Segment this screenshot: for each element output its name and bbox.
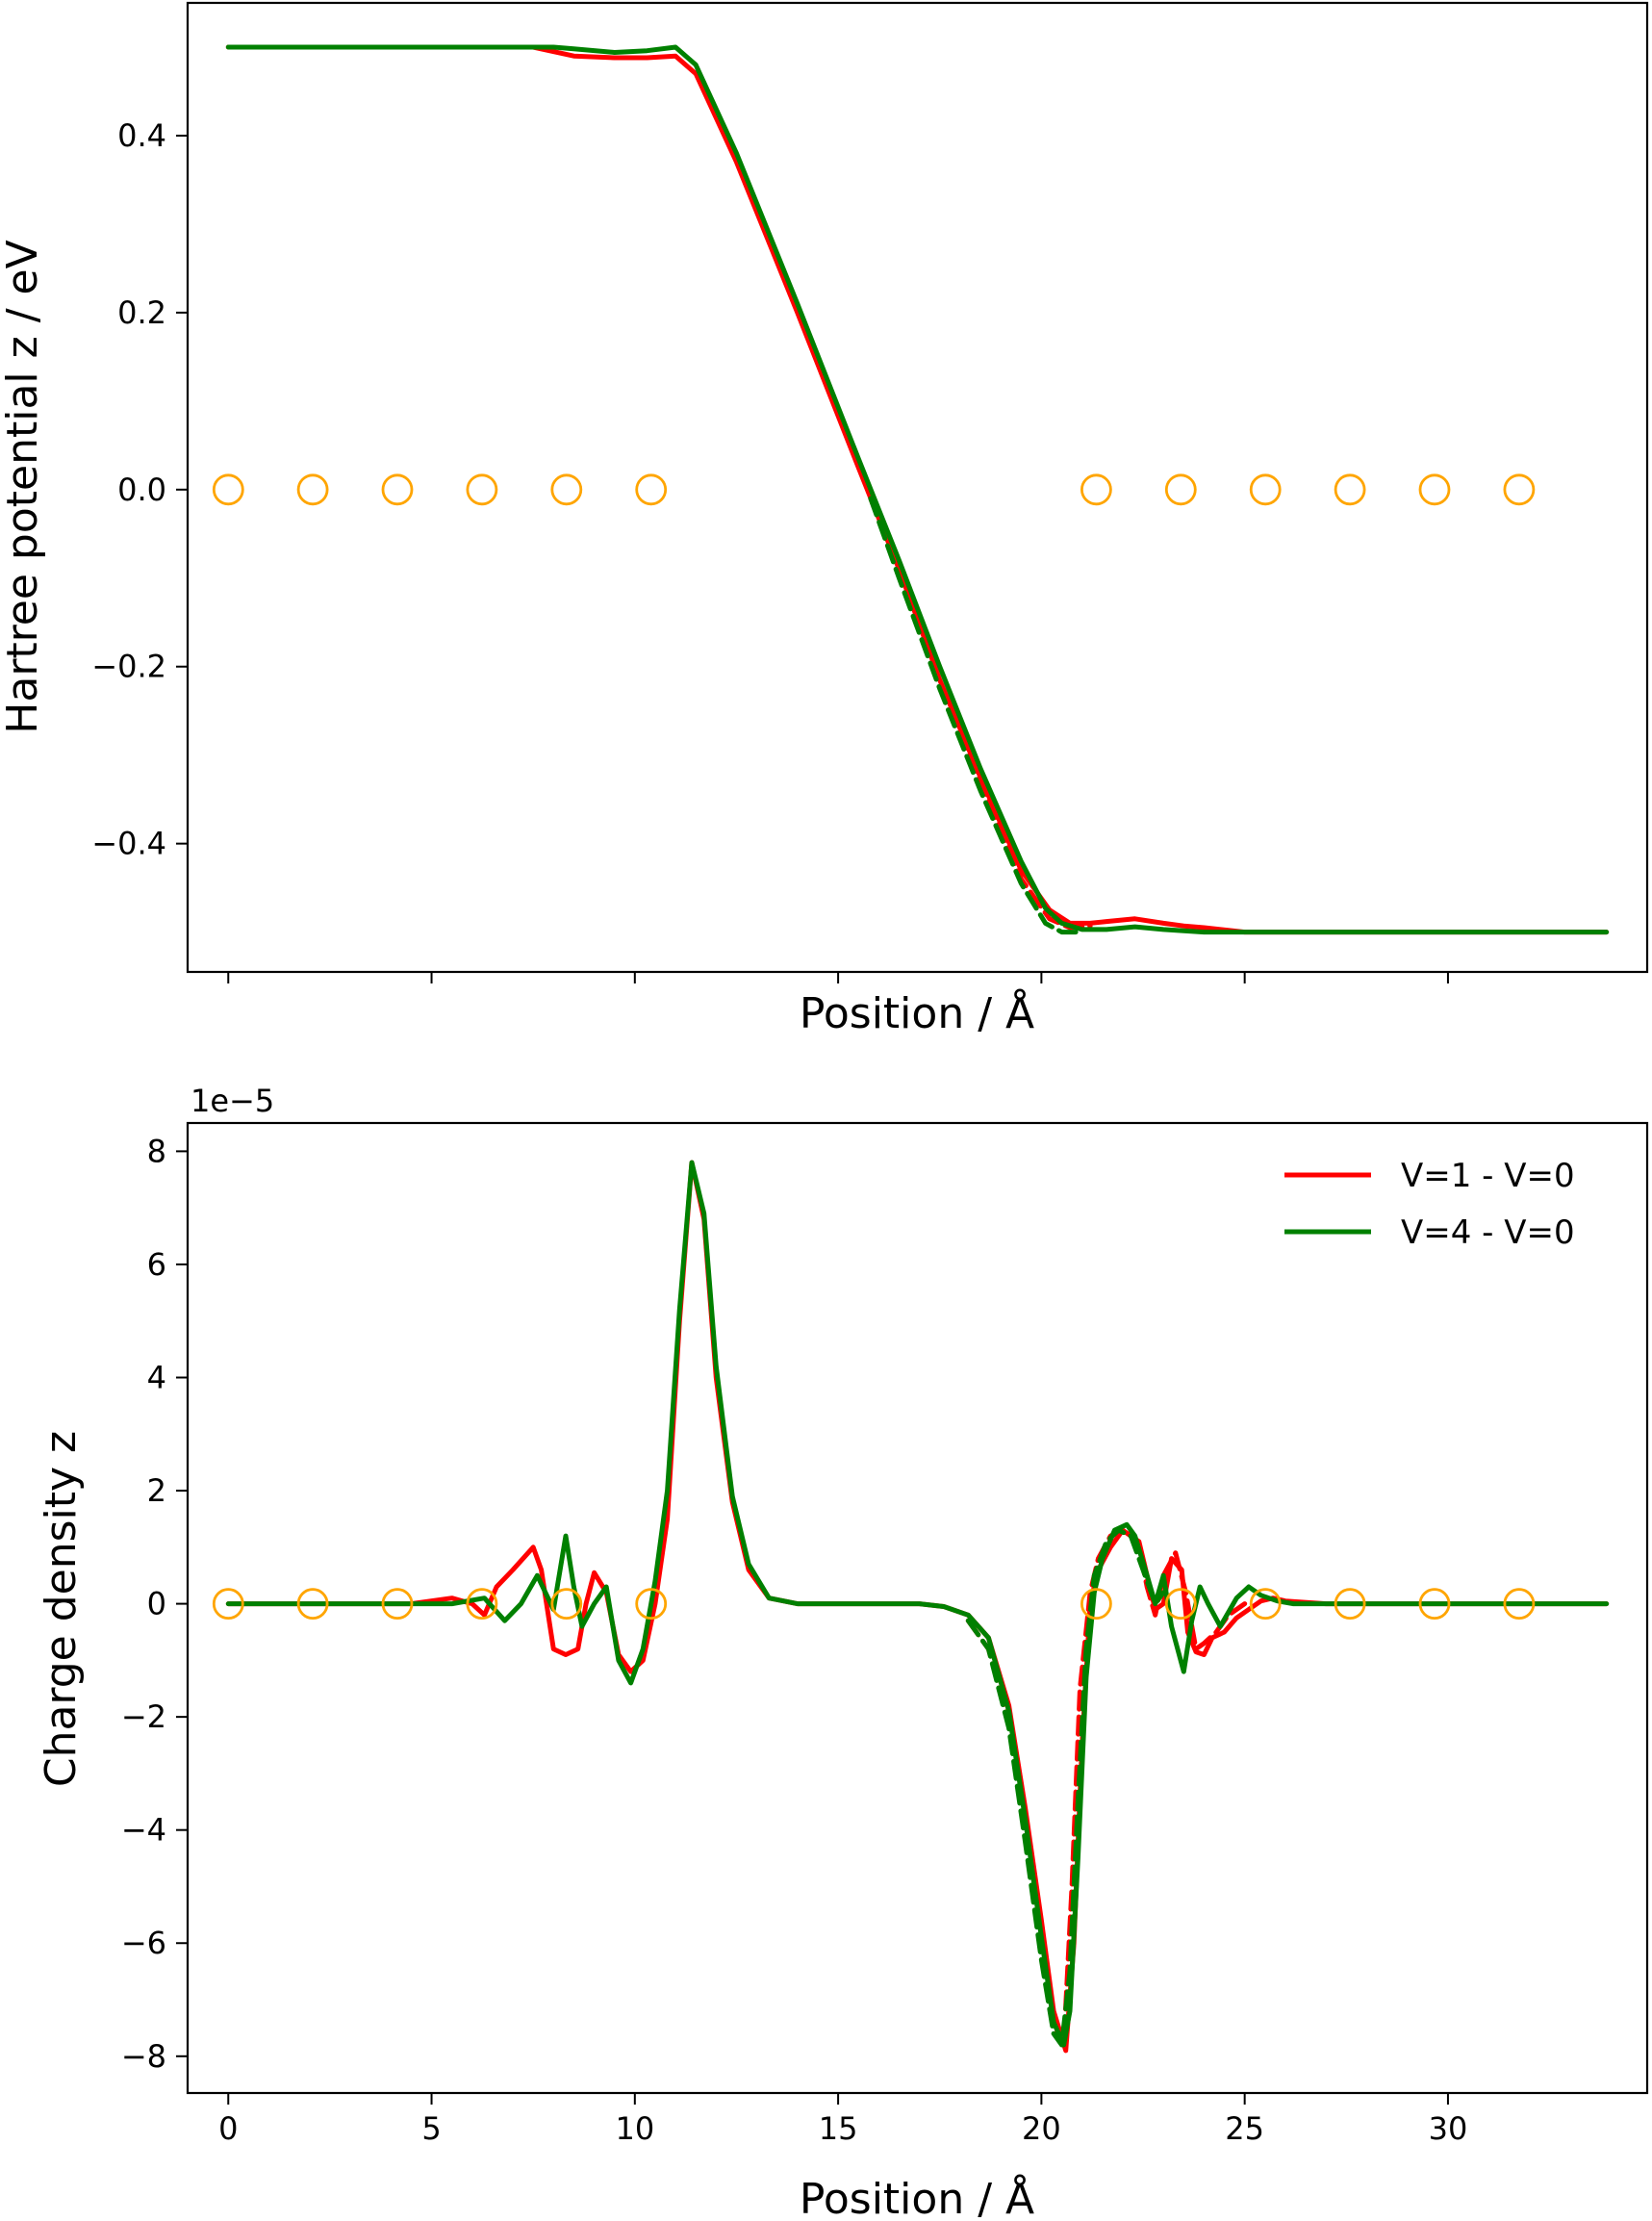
- hartree-potential-panel: −0.4 −0.2 0.0 0.2 0.4 Position / Å Hartree p…: [0, 1, 1649, 1038]
- y-tick-label: 0: [147, 1586, 166, 1622]
- hartree-ticks: −0.4 −0.2 0.0 0.2 0.4: [91, 117, 1449, 983]
- hartree-x-axis-label: Position / Å: [800, 987, 1034, 1038]
- atom-marker: [1080, 1588, 1112, 1620]
- atom-marker: [1418, 1588, 1451, 1620]
- atom-marker: [466, 473, 498, 506]
- charge-density-axes-frame: [186, 1121, 1649, 2095]
- x-tick-label: 30: [1429, 2110, 1468, 2147]
- legend: V=1 - V=0 V=4 - V=0: [1284, 1157, 1575, 1252]
- atom-marker: [1164, 473, 1197, 506]
- series-line-008000-solid: [225, 44, 1610, 935]
- atom-marker: [1418, 473, 1451, 506]
- series-line-ff0000-dashed: [868, 496, 1093, 931]
- y-tick-label: 0.2: [117, 294, 166, 331]
- y-tick-label: −2: [121, 1698, 166, 1735]
- atom-marker: [550, 1588, 583, 1620]
- series-group: [212, 44, 1610, 935]
- hartree-y-axis-label: Hartree potential z / eV: [0, 240, 47, 733]
- atom-marker: [381, 1588, 414, 1620]
- hartree-axes-frame: [186, 1, 1649, 974]
- x-tick-label: 10: [615, 2110, 654, 2147]
- series-group: [212, 1160, 1610, 2054]
- x-tick-label: 25: [1225, 2110, 1264, 2147]
- atom-marker: [1334, 1588, 1366, 1620]
- series-line-ff0000-solid: [225, 44, 1610, 935]
- series-line-008000-dashed: [868, 496, 1085, 935]
- y-tick-label: −8: [121, 2038, 166, 2075]
- atom-marker: [296, 1588, 329, 1620]
- y-tick-label: 0.0: [117, 472, 166, 508]
- atom-marker: [1080, 473, 1112, 506]
- y-tick-label: 4: [147, 1359, 166, 1395]
- x-tick-label: 15: [819, 2110, 858, 2147]
- charge-density-x-axis-label: Position / Å: [800, 2173, 1034, 2221]
- series-line-008000-solid: [225, 1160, 1610, 2048]
- atom-marker: [1503, 1588, 1536, 1620]
- y-tick-label: 6: [147, 1246, 166, 1283]
- atom-marker: [296, 473, 329, 506]
- y-tick-label: −6: [121, 1925, 166, 1961]
- charge-density-panel: 0 5 10 15 20 25 30 −8 −6 −4 −2 0 2 4 6 8 1e−5 Position …: [37, 1083, 1649, 2221]
- series-line-ff0000-dashed: [965, 1527, 1248, 2048]
- atom-marker: [1503, 473, 1536, 506]
- legend-label-v1: V=1 - V=0: [1401, 1157, 1575, 1195]
- atom-marker: [212, 1588, 244, 1620]
- atom-marker: [381, 473, 414, 506]
- y-tick-label: 0.4: [117, 117, 166, 154]
- charge-density-y-axis-label: Charge density z: [37, 1431, 86, 1787]
- y-tick-label: 2: [147, 1472, 166, 1509]
- atom-marker: [1334, 473, 1366, 506]
- atom-marker: [635, 473, 668, 506]
- y-tick-label: −0.4: [91, 826, 166, 862]
- legend-label-v4: V=4 - V=0: [1401, 1213, 1575, 1252]
- atom-marker: [212, 473, 244, 506]
- series-line-008000-dashed: [965, 1527, 1166, 2048]
- charge-density-plot-area: [212, 1160, 1610, 2054]
- atom-marker: [1249, 1588, 1282, 1620]
- y-tick-label: 8: [147, 1133, 166, 1169]
- atom-marker: [1249, 473, 1282, 506]
- x-tick-label: 5: [421, 2110, 441, 2147]
- y-tick-label: −4: [121, 1812, 166, 1849]
- charge-density-ticks: 0 5 10 15 20 25 30 −8 −6 −4 −2 0 2 4 6 8: [121, 1133, 1467, 2147]
- x-tick-label: 20: [1022, 2110, 1061, 2147]
- atom-marker: [466, 1588, 498, 1620]
- atom-marker: [550, 473, 583, 506]
- atom-marker: [635, 1588, 668, 1620]
- series-line-ff0000-solid: [225, 1160, 1610, 2054]
- x-tick-label: 0: [218, 2110, 238, 2147]
- y-tick-label: −0.2: [91, 649, 166, 685]
- atom-marker: [1164, 1588, 1197, 1620]
- y-offset-text: 1e−5: [191, 1083, 274, 1119]
- hartree-plot-area: [212, 44, 1610, 935]
